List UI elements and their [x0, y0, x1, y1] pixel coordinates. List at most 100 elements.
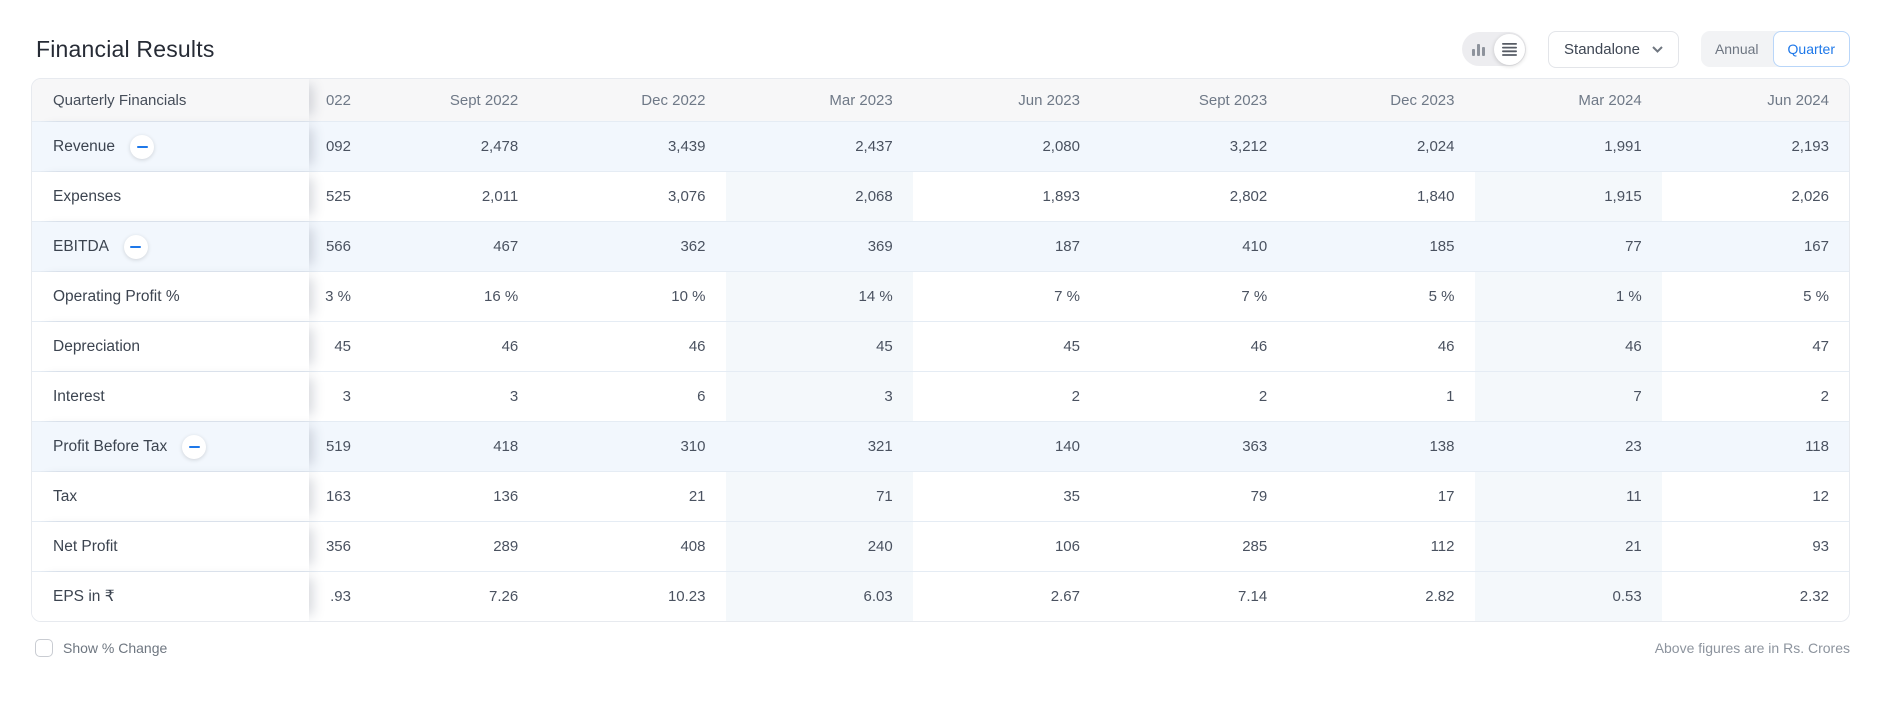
row-label-operating-profit: Operating Profit %: [32, 272, 309, 321]
column-header-sept-2023: Sept 2023: [1198, 91, 1268, 109]
cell: 2,026: [1791, 188, 1829, 205]
table-row-ebitda: EBITDA 566 467 362 369 187 410 185 77 167: [32, 221, 1849, 271]
cell: 7: [1474, 372, 1662, 421]
cell: 79: [1250, 488, 1268, 505]
quarter-tab[interactable]: Quarter: [1772, 31, 1850, 67]
cell: 106: [1054, 538, 1080, 555]
cell: 187: [1054, 238, 1080, 255]
bar-chart-view-icon[interactable]: [1471, 41, 1487, 57]
cell: 45: [1063, 338, 1080, 355]
cell: 2,478: [480, 138, 519, 155]
header-controls: Standalone Annual Quarter: [1462, 30, 1850, 68]
cell: 46: [1250, 338, 1268, 355]
row-label-interest: Interest: [32, 372, 309, 421]
table-view-knob[interactable]: [1494, 33, 1526, 65]
row-label-tax: Tax: [32, 472, 309, 521]
cell: 0.53: [1474, 572, 1662, 621]
cell: 7 %: [1241, 288, 1268, 305]
row-label-eps-in: EPS in ₹: [32, 572, 309, 621]
show-percent-change-checkbox[interactable]: Show % Change: [31, 639, 167, 657]
annual-tab[interactable]: Annual: [1701, 31, 1773, 67]
clipped-cell: 356: [325, 538, 351, 555]
clipped-cell: .93: [330, 588, 351, 605]
cell: 7.26: [489, 588, 519, 605]
table-row-eps-in: EPS in ₹ .93 7.26 10.23 6.03 2.67 7.14 2.82 0.53…: [32, 571, 1849, 621]
cell: 3,212: [1229, 138, 1268, 155]
column-header-jun-2023: Jun 2023: [1018, 91, 1080, 109]
cell: 2.67: [1050, 588, 1080, 605]
clipped-cell: 163: [325, 488, 351, 505]
cell: 71: [725, 472, 913, 521]
clipped-cell: 3: [342, 388, 351, 405]
column-header-mar-2024: Mar 2024: [1578, 91, 1642, 109]
cell: 45: [725, 322, 913, 371]
table-header-row: Quarterly Financials 022 Sept 2022 Dec 2022…: [32, 79, 1849, 121]
cell: 14 %: [725, 272, 913, 321]
cell: 285: [1242, 538, 1268, 555]
cell: 2,068: [725, 172, 913, 221]
cell: 1,840: [1416, 188, 1455, 205]
table-row-operating-profit: Operating Profit % 3 % 16 % 10 % 14 % 7 % 7 % 5…: [32, 271, 1849, 321]
cell: 23: [1625, 438, 1642, 455]
cell: 35: [1063, 488, 1080, 505]
collapse-toggle-ebitda[interactable]: [123, 234, 148, 259]
corner-header: Quarterly Financials: [32, 79, 309, 121]
cell: 93: [1812, 538, 1829, 555]
cell: 2: [1820, 388, 1829, 405]
cell: 467: [493, 238, 519, 255]
table-row-profit-before-tax: Profit Before Tax 519 418 310 321 140 363 138 23…: [32, 421, 1849, 471]
cell: 5 %: [1803, 288, 1829, 305]
checkbox-label: Show % Change: [63, 640, 168, 656]
cell: 17: [1437, 488, 1455, 505]
cell: 47: [1812, 338, 1829, 355]
cell: 11: [1474, 472, 1662, 521]
cell: 2,437: [855, 138, 893, 155]
row-label-depreciation: Depreciation: [32, 322, 309, 371]
column-header-dec-2022: Dec 2022: [641, 91, 706, 109]
cell: 310: [680, 438, 706, 455]
quarterly-financials-table: Quarterly Financials 022 Sept 2022 Dec 2022…: [31, 78, 1850, 622]
table-view-icon: [1502, 42, 1518, 56]
clipped-cell: 022: [325, 91, 351, 109]
row-label-net-profit: Net Profit: [32, 522, 309, 571]
cell: 369: [867, 238, 893, 255]
cell: 1,893: [1042, 188, 1080, 205]
cell: 2.82: [1425, 588, 1455, 605]
cell: 321: [867, 438, 893, 455]
figures-unit-note: Above figures are in Rs. Crores: [1654, 640, 1850, 656]
table-row-tax: Tax 163 136 21 71 35 79 17 11 12: [32, 471, 1849, 521]
column-header-mar-2023: Mar 2023: [829, 91, 893, 109]
cell: 408: [680, 538, 706, 555]
cell: 3: [725, 372, 913, 421]
cell: 138: [1429, 438, 1455, 455]
column-header-dec-2023: Dec 2023: [1390, 91, 1455, 109]
cell: 2: [1071, 388, 1080, 405]
table-row-interest: Interest 3 3 6 3 2 2 1 7 2: [32, 371, 1849, 421]
cell: 118: [1805, 438, 1829, 455]
cell: 3: [509, 388, 519, 405]
collapse-toggle-revenue[interactable]: [130, 134, 155, 159]
cell: 2,802: [1229, 188, 1268, 205]
collapse-toggle-profit-before-tax[interactable]: [182, 434, 207, 459]
cell: 289: [493, 538, 519, 555]
table-row-revenue: Revenue 092 2,478 3,439 2,437 2,080 3,212 2,024…: [32, 121, 1849, 171]
view-mode-toggle[interactable]: [1462, 32, 1527, 66]
cell: 21: [1474, 522, 1662, 571]
cell: 240: [725, 522, 913, 571]
cell: 2.32: [1799, 588, 1829, 605]
page-title: Financial Results: [36, 35, 215, 62]
cell: 12: [1812, 488, 1829, 505]
period-toggle: Annual Quarter: [1700, 31, 1850, 67]
cell: 3,076: [667, 188, 706, 205]
cell: 5 %: [1428, 288, 1455, 305]
clipped-cell: 45: [334, 338, 351, 355]
table-row-net-profit: Net Profit 356 289 408 240 106 285 112 21 93: [32, 521, 1849, 571]
checkbox-box[interactable]: [35, 639, 53, 657]
cell: 7 %: [1054, 288, 1080, 305]
cell: 2,011: [481, 188, 519, 205]
cell: 1: [1446, 388, 1455, 405]
consolidation-dropdown[interactable]: Standalone: [1548, 30, 1679, 68]
consolidation-dropdown-value: Standalone: [1564, 40, 1640, 58]
cell: 77: [1625, 238, 1642, 255]
row-label-revenue: Revenue: [32, 122, 309, 171]
